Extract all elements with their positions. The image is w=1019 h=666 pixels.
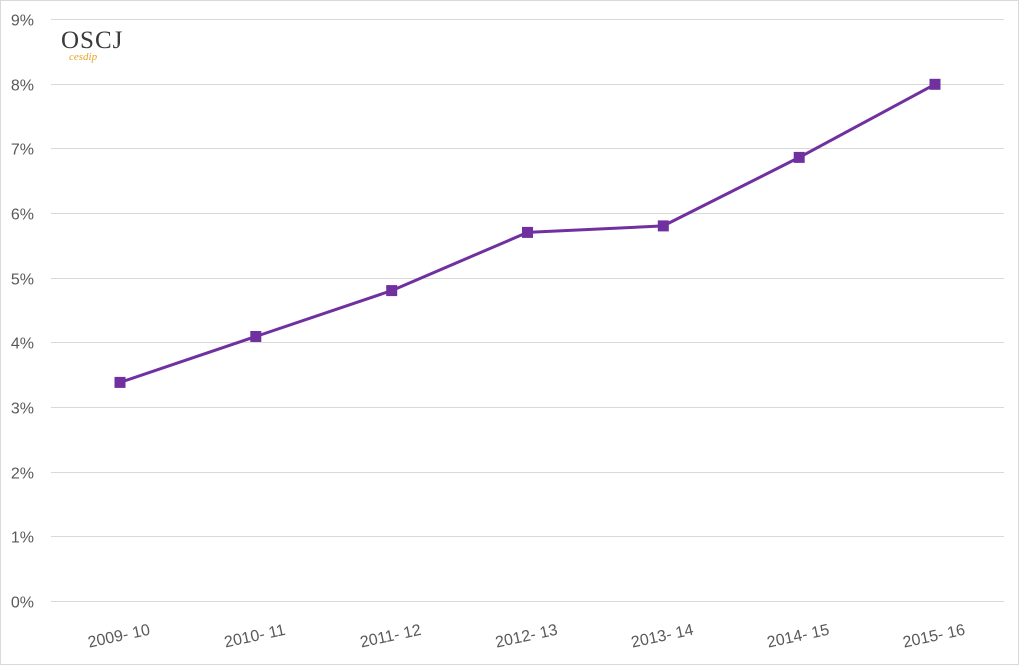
gridlines (51, 19, 1004, 602)
data-point-marker (386, 285, 398, 297)
y-tick-label: 7% (11, 142, 34, 159)
y-tick-label: 6% (11, 207, 34, 224)
y-axis-tick-labels: 0% 1% 2% 3% 4% 5% 6% 7% 8% 9% (11, 13, 34, 612)
data-point-marker (657, 220, 669, 232)
logo-sub-text: cesdip (69, 51, 98, 63)
x-tick-label: 2015- 16 (901, 622, 966, 652)
x-tick-label: 2014- 15 (766, 622, 831, 652)
data-point-marker (929, 78, 941, 90)
logo-main-text: OSCJ (61, 27, 124, 54)
data-point-marker (250, 331, 262, 342)
x-tick-label: 2013- 14 (630, 622, 695, 652)
x-axis-tick-labels: 2009- 10 2010- 11 2011- 12 2012- 13 2013- 14… (86, 622, 966, 652)
x-tick-label: 2010- 11 (223, 622, 287, 652)
series-layer (114, 78, 941, 388)
oscj-logo: OSCJ cesdip (61, 27, 131, 67)
x-tick-label: 2012- 13 (494, 622, 559, 652)
data-point-marker (793, 151, 805, 163)
y-tick-label: 0% (11, 595, 34, 612)
y-tick-label: 2% (11, 466, 34, 483)
x-tick-label: 2011- 12 (359, 622, 423, 652)
y-tick-label: 3% (11, 401, 34, 418)
data-point-marker (114, 376, 126, 388)
y-tick-label: 5% (11, 272, 34, 289)
data-point-marker (522, 226, 533, 238)
y-tick-label: 9% (11, 13, 34, 30)
x-tick-label: 2009- 10 (86, 622, 151, 652)
y-tick-label: 1% (11, 530, 34, 547)
y-tick-label: 4% (11, 336, 34, 353)
y-tick-label: 8% (11, 78, 34, 95)
